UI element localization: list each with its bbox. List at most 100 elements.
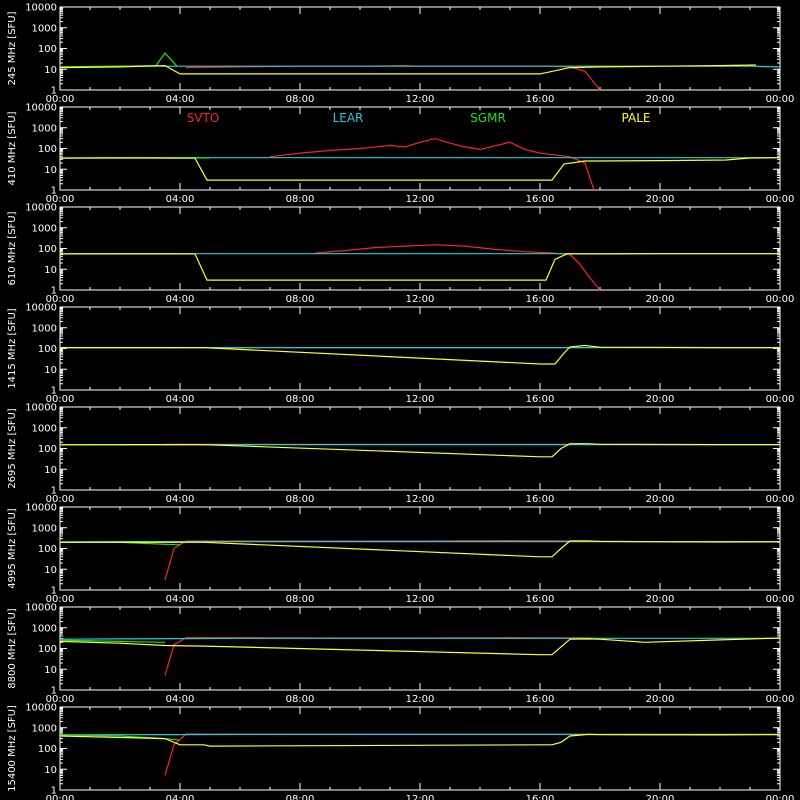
- y-axis-label: 1415 MHz [SFU]: [7, 308, 18, 389]
- x-tick-label: 12:00: [406, 694, 435, 705]
- panel-7: 00:00 04:00 08:00 12:00 16:00 20:00 00:0011010…: [7, 703, 794, 800]
- panel-frame: [59, 306, 781, 391]
- y-tick-label: 1: [51, 686, 57, 697]
- y-tick-label: 10: [44, 165, 57, 176]
- legend-lear: LEAR: [333, 111, 364, 125]
- x-tick-label: 20:00: [646, 794, 675, 800]
- x-tick-label: 16:00: [526, 394, 555, 405]
- panel-4: 00:00 04:00 08:00 12:00 16:00 20:00 00:0011010…: [7, 403, 794, 506]
- y-tick-label: 1: [51, 486, 57, 497]
- panel-frame: [59, 506, 781, 591]
- panel-6: 00:00 04:00 08:00 12:00 16:00 20:00 00:0011010…: [7, 603, 794, 706]
- x-tick-label: 04:00: [166, 294, 195, 305]
- panel-frame: [59, 6, 781, 91]
- y-tick-label: 1000: [32, 23, 57, 34]
- series-svto: [269, 137, 595, 191]
- series-sgmr: [59, 52, 178, 68]
- x-tick-label: 08:00: [286, 94, 315, 105]
- series-pale: [59, 443, 780, 458]
- y-tick-label: 1000: [32, 523, 57, 534]
- y-tick-label: 1: [51, 186, 57, 197]
- x-tick-label: 04:00: [166, 94, 195, 105]
- x-tick-label: 16:00: [526, 294, 555, 305]
- x-tick-label: 12:00: [406, 594, 435, 605]
- x-tick-label: 00:00: [46, 94, 75, 105]
- y-tick-label: 10000: [25, 203, 57, 214]
- x-tick-label: 00:00: [766, 294, 795, 305]
- x-tick-label: 00:00: [766, 794, 795, 800]
- legend-sgmr: SGMR: [470, 111, 506, 125]
- y-axis-label: 2695 MHz [SFU]: [7, 408, 18, 489]
- y-tick-label: 1: [51, 786, 57, 797]
- series-svto: [164, 539, 592, 581]
- x-tick-label: 08:00: [286, 194, 315, 205]
- y-axis-label: 610 MHz [SFU]: [7, 211, 18, 285]
- series-pale: [60, 344, 780, 365]
- y-axis-label: 245 MHz [SFU]: [7, 11, 18, 85]
- panel-0: 00:00 04:00 08:00 12:00 16:00 20:00 00:0011010…: [7, 3, 794, 106]
- x-tick-label: 08:00: [286, 494, 315, 505]
- panel-1: 00:00 04:00 08:00 12:00 16:00 20:00 00:0011010…: [7, 103, 794, 206]
- y-tick-label: 1: [51, 286, 57, 297]
- x-tick-label: 16:00: [526, 494, 555, 505]
- y-tick-label: 100: [38, 744, 57, 755]
- x-tick-label: 20:00: [646, 694, 675, 705]
- x-tick-label: 20:00: [646, 394, 675, 405]
- x-tick-label: 08:00: [286, 594, 315, 605]
- y-axis-label: 4995 MHz [SFU]: [7, 508, 18, 589]
- series-sgmr: [59, 639, 166, 643]
- x-tick-label: 04:00: [166, 194, 195, 205]
- x-tick-label: 12:00: [406, 794, 435, 800]
- x-tick-label: 12:00: [406, 194, 435, 205]
- x-tick-label: 04:00: [166, 394, 195, 405]
- y-tick-label: 1000: [32, 123, 57, 134]
- x-tick-label: 04:00: [166, 494, 195, 505]
- panel-5: 00:00 04:00 08:00 12:00 16:00 20:00 00:0011010…: [7, 503, 794, 606]
- y-tick-label: 100: [38, 44, 57, 55]
- series-pale: [59, 64, 757, 75]
- y-tick-label: 10: [44, 265, 57, 276]
- x-tick-label: 00:00: [46, 494, 75, 505]
- y-tick-label: 100: [38, 244, 57, 255]
- panel-frame: [59, 706, 781, 791]
- y-tick-label: 10000: [25, 303, 57, 314]
- x-tick-label: 16:00: [526, 594, 555, 605]
- series-svto: [164, 733, 591, 776]
- y-tick-label: 1: [51, 386, 57, 397]
- panel-2: 00:00 04:00 08:00 12:00 16:00 20:00 00:0011010…: [7, 203, 794, 306]
- y-tick-label: 100: [38, 544, 57, 555]
- y-axis-label: 410 MHz [SFU]: [7, 111, 18, 185]
- y-tick-label: 10: [44, 65, 57, 76]
- y-tick-label: 1000: [32, 423, 57, 434]
- y-tick-label: 10000: [25, 603, 57, 614]
- panel-frame: [59, 606, 781, 691]
- x-tick-label: 00:00: [766, 494, 795, 505]
- y-tick-label: 100: [38, 144, 57, 155]
- x-tick-label: 00:00: [46, 794, 75, 800]
- y-tick-label: 10: [44, 765, 57, 776]
- x-tick-label: 00:00: [766, 394, 795, 405]
- x-tick-label: 00:00: [46, 594, 75, 605]
- panel-frame: [59, 106, 781, 191]
- panel-frame: [59, 406, 781, 491]
- station-legend: SVTO LEAR SGMR PALE: [187, 111, 651, 125]
- x-tick-label: 00:00: [46, 194, 75, 205]
- series-pale: [59, 157, 781, 181]
- y-tick-label: 10: [44, 465, 57, 476]
- y-tick-label: 1: [51, 86, 57, 97]
- y-tick-label: 100: [38, 644, 57, 655]
- x-tick-label: 04:00: [166, 694, 195, 705]
- y-axis-label: 8800 MHz [SFU]: [7, 608, 18, 689]
- x-tick-label: 20:00: [646, 194, 675, 205]
- x-tick-label: 20:00: [646, 94, 675, 105]
- x-tick-label: 00:00: [46, 294, 75, 305]
- series-svto: [185, 64, 601, 91]
- legend-svto: SVTO: [187, 111, 220, 125]
- x-tick-label: 00:00: [46, 694, 75, 705]
- y-tick-label: 10000: [25, 703, 57, 714]
- series-pale: [60, 253, 780, 281]
- x-tick-label: 12:00: [406, 94, 435, 105]
- y-tick-label: 1: [51, 586, 57, 597]
- x-tick-label: 20:00: [646, 594, 675, 605]
- x-tick-label: 20:00: [646, 494, 675, 505]
